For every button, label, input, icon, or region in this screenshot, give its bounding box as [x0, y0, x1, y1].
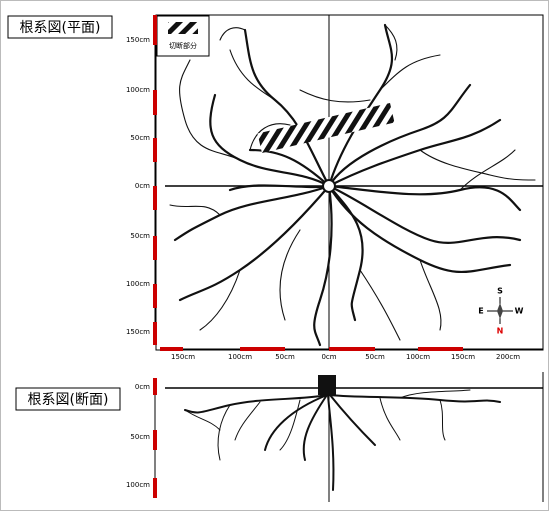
ruler-segment [153, 284, 157, 308]
ruler-segment [240, 347, 285, 351]
ruler-segment [153, 322, 157, 345]
section-title: 根系図(断面) [28, 392, 109, 408]
ruler-segment [153, 90, 157, 115]
compass-n: N [497, 327, 504, 336]
roots-plan [169, 23, 536, 347]
title-box [7, 15, 113, 39]
compass: S E W N [478, 287, 523, 336]
ruler-segment [153, 478, 157, 498]
x-label: 150cm [451, 353, 475, 361]
ruler-segment [160, 347, 183, 351]
x-label: 150cm [171, 353, 195, 361]
title-box [15, 387, 121, 411]
roots-section [184, 375, 501, 491]
cut-section-band [257, 102, 395, 154]
plan-frame [155, 14, 544, 351]
y-label: 150cm [126, 36, 150, 44]
compass-w: W [515, 307, 524, 316]
x-label: 50cm [275, 353, 295, 361]
x-label: 50cm [365, 353, 385, 361]
x-label: 0cm [321, 353, 336, 361]
ruler-segment [329, 347, 375, 351]
y-label: 0cm [135, 383, 150, 391]
ruler-segment [153, 15, 157, 45]
y-label: 0cm [135, 182, 150, 190]
ruler-segment [153, 138, 157, 162]
compass-e: E [478, 307, 483, 316]
y-label: 50cm [130, 232, 150, 240]
x-label: 100cm [406, 353, 430, 361]
ruler-segment [153, 430, 157, 450]
x-label: 200cm [496, 353, 520, 361]
ruler-segment [153, 236, 157, 260]
ruler-segment [153, 186, 157, 210]
plan-title: 根系図(平面) [20, 20, 101, 36]
ruler-segment [153, 378, 157, 395]
cut-label: 切断部分 [169, 41, 197, 50]
legend-hatch [168, 22, 198, 34]
y-label: 100cm [126, 280, 150, 288]
y-label: 150cm [126, 328, 150, 336]
compass-s: S [497, 287, 503, 296]
y-label: 50cm [130, 134, 150, 142]
y-label: 50cm [130, 433, 150, 441]
ruler-segment [418, 347, 463, 351]
y-label: 100cm [126, 86, 150, 94]
x-label: 100cm [228, 353, 252, 361]
y-label: 100cm [126, 481, 150, 489]
